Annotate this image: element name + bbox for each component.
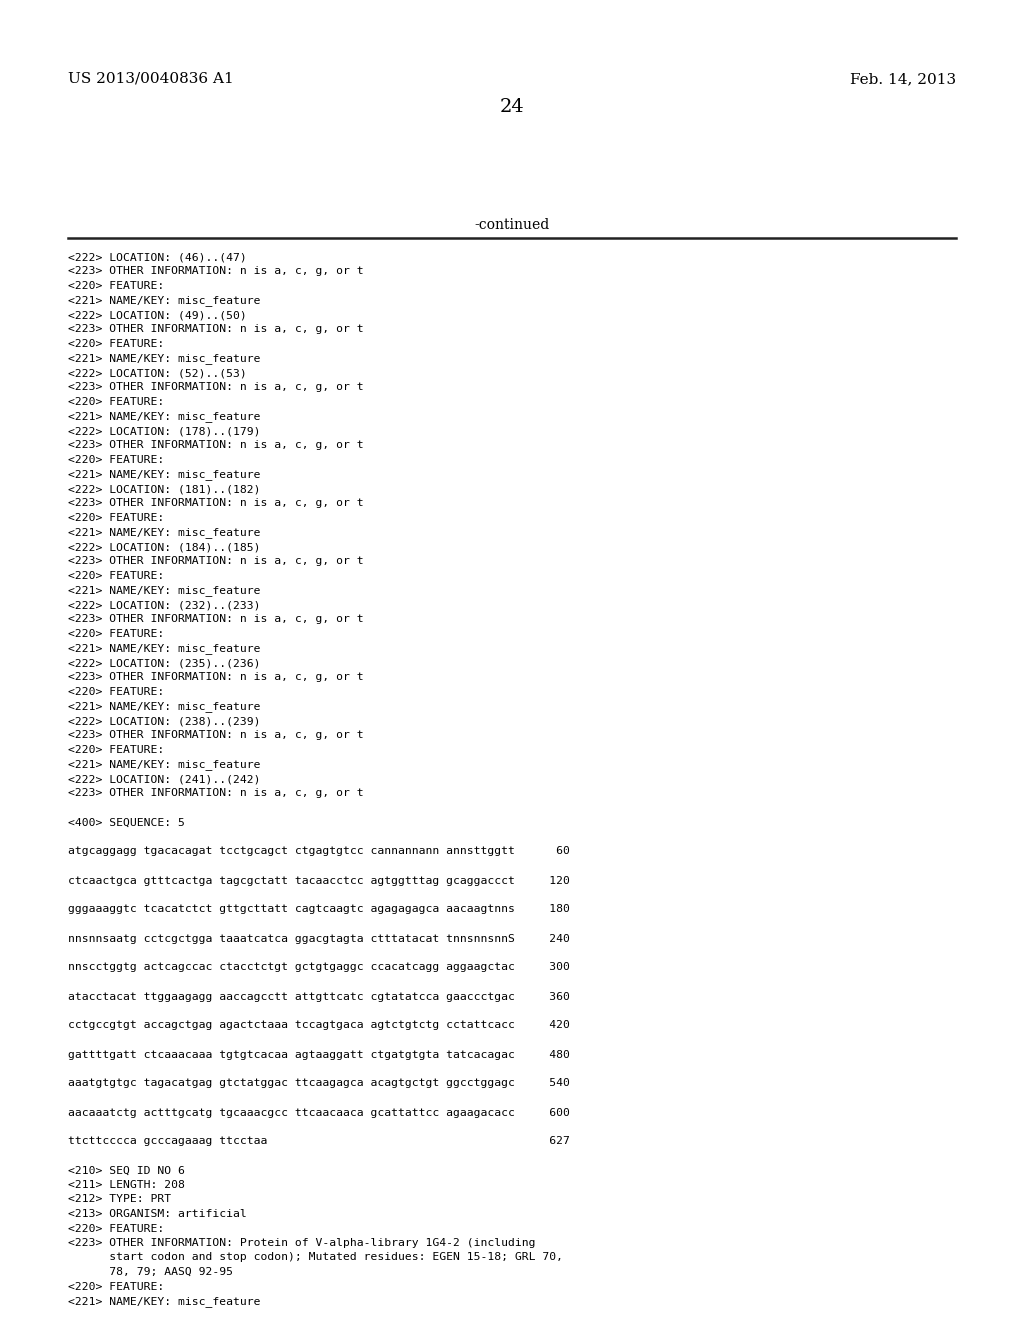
Text: -continued: -continued bbox=[474, 218, 550, 232]
Text: <221> NAME/KEY: misc_feature: <221> NAME/KEY: misc_feature bbox=[68, 759, 260, 771]
Text: <220> FEATURE:: <220> FEATURE: bbox=[68, 744, 164, 755]
Text: 24: 24 bbox=[500, 98, 524, 116]
Text: gggaaaggtc tcacatctct gttgcttatt cagtcaagtc agagagagca aacaagtnns     180: gggaaaggtc tcacatctct gttgcttatt cagtcaa… bbox=[68, 904, 570, 915]
Text: start codon and stop codon); Mutated residues: EGEN 15-18; GRL 70,: start codon and stop codon); Mutated res… bbox=[68, 1253, 563, 1262]
Text: <221> NAME/KEY: misc_feature: <221> NAME/KEY: misc_feature bbox=[68, 528, 260, 539]
Text: <220> FEATURE:: <220> FEATURE: bbox=[68, 1282, 164, 1291]
Text: atgcaggagg tgacacagat tcctgcagct ctgagtgtcc cannannann annsttggtt      60: atgcaggagg tgacacagat tcctgcagct ctgagtg… bbox=[68, 846, 570, 857]
Text: <220> FEATURE:: <220> FEATURE: bbox=[68, 397, 164, 407]
Text: <220> FEATURE:: <220> FEATURE: bbox=[68, 686, 164, 697]
Text: <220> FEATURE:: <220> FEATURE: bbox=[68, 339, 164, 348]
Text: <222> LOCATION: (238)..(239): <222> LOCATION: (238)..(239) bbox=[68, 715, 260, 726]
Text: <220> FEATURE:: <220> FEATURE: bbox=[68, 630, 164, 639]
Text: <223> OTHER INFORMATION: n is a, c, g, or t: <223> OTHER INFORMATION: n is a, c, g, o… bbox=[68, 615, 364, 624]
Text: <222> LOCATION: (178)..(179): <222> LOCATION: (178)..(179) bbox=[68, 426, 260, 436]
Text: nnsnnsaatg cctcgctgga taaatcatca ggacgtagta ctttatacat tnnsnnsnnS     240: nnsnnsaatg cctcgctgga taaatcatca ggacgta… bbox=[68, 933, 570, 944]
Text: <222> LOCATION: (181)..(182): <222> LOCATION: (181)..(182) bbox=[68, 484, 260, 494]
Text: <211> LENGTH: 208: <211> LENGTH: 208 bbox=[68, 1180, 185, 1191]
Text: aacaaatctg actttgcatg tgcaaacgcc ttcaacaaca gcattattcc agaagacacc     600: aacaaatctg actttgcatg tgcaaacgcc ttcaaca… bbox=[68, 1107, 570, 1118]
Text: 78, 79; AASQ 92-95: 78, 79; AASQ 92-95 bbox=[68, 1267, 233, 1276]
Text: ttcttcccca gcccagaaag ttcctaa                                         627: ttcttcccca gcccagaaag ttcctaa 627 bbox=[68, 1137, 570, 1147]
Text: <221> NAME/KEY: misc_feature: <221> NAME/KEY: misc_feature bbox=[68, 412, 260, 422]
Text: <400> SEQUENCE: 5: <400> SEQUENCE: 5 bbox=[68, 817, 185, 828]
Text: <223> OTHER INFORMATION: n is a, c, g, or t: <223> OTHER INFORMATION: n is a, c, g, o… bbox=[68, 383, 364, 392]
Text: <220> FEATURE:: <220> FEATURE: bbox=[68, 281, 164, 290]
Text: <223> OTHER INFORMATION: n is a, c, g, or t: <223> OTHER INFORMATION: n is a, c, g, o… bbox=[68, 730, 364, 741]
Text: <221> NAME/KEY: misc_feature: <221> NAME/KEY: misc_feature bbox=[68, 354, 260, 364]
Text: gattttgatt ctcaaacaaa tgtgtcacaa agtaaggatt ctgatgtgta tatcacagac     480: gattttgatt ctcaaacaaa tgtgtcacaa agtaagg… bbox=[68, 1049, 570, 1060]
Text: <222> LOCATION: (241)..(242): <222> LOCATION: (241)..(242) bbox=[68, 774, 260, 784]
Text: <221> NAME/KEY: misc_feature: <221> NAME/KEY: misc_feature bbox=[68, 586, 260, 597]
Text: <223> OTHER INFORMATION: n is a, c, g, or t: <223> OTHER INFORMATION: n is a, c, g, o… bbox=[68, 672, 364, 682]
Text: <210> SEQ ID NO 6: <210> SEQ ID NO 6 bbox=[68, 1166, 185, 1176]
Text: <221> NAME/KEY: misc_feature: <221> NAME/KEY: misc_feature bbox=[68, 1296, 260, 1307]
Text: <221> NAME/KEY: misc_feature: <221> NAME/KEY: misc_feature bbox=[68, 296, 260, 306]
Text: <213> ORGANISM: artificial: <213> ORGANISM: artificial bbox=[68, 1209, 247, 1218]
Text: <223> OTHER INFORMATION: n is a, c, g, or t: <223> OTHER INFORMATION: n is a, c, g, o… bbox=[68, 267, 364, 276]
Text: <223> OTHER INFORMATION: n is a, c, g, or t: <223> OTHER INFORMATION: n is a, c, g, o… bbox=[68, 499, 364, 508]
Text: <221> NAME/KEY: misc_feature: <221> NAME/KEY: misc_feature bbox=[68, 470, 260, 480]
Text: cctgccgtgt accagctgag agactctaaa tccagtgaca agtctgtctg cctattcacc     420: cctgccgtgt accagctgag agactctaaa tccagtg… bbox=[68, 1020, 570, 1031]
Text: <222> LOCATION: (46)..(47): <222> LOCATION: (46)..(47) bbox=[68, 252, 247, 261]
Text: <222> LOCATION: (232)..(233): <222> LOCATION: (232)..(233) bbox=[68, 601, 260, 610]
Text: <220> FEATURE:: <220> FEATURE: bbox=[68, 455, 164, 465]
Text: <220> FEATURE:: <220> FEATURE: bbox=[68, 1224, 164, 1233]
Text: <221> NAME/KEY: misc_feature: <221> NAME/KEY: misc_feature bbox=[68, 644, 260, 655]
Text: <223> OTHER INFORMATION: n is a, c, g, or t: <223> OTHER INFORMATION: n is a, c, g, o… bbox=[68, 788, 364, 799]
Text: <222> LOCATION: (52)..(53): <222> LOCATION: (52)..(53) bbox=[68, 368, 247, 378]
Text: <222> LOCATION: (235)..(236): <222> LOCATION: (235)..(236) bbox=[68, 657, 260, 668]
Text: <220> FEATURE:: <220> FEATURE: bbox=[68, 572, 164, 581]
Text: atacctacat ttggaagagg aaccagcctt attgttcatc cgtatatcca gaaccctgac     360: atacctacat ttggaagagg aaccagcctt attgttc… bbox=[68, 991, 570, 1002]
Text: <222> LOCATION: (184)..(185): <222> LOCATION: (184)..(185) bbox=[68, 543, 260, 552]
Text: ctcaactgca gtttcactga tagcgctatt tacaacctcc agtggtttag gcaggaccct     120: ctcaactgca gtttcactga tagcgctatt tacaacc… bbox=[68, 875, 570, 886]
Text: <223> OTHER INFORMATION: n is a, c, g, or t: <223> OTHER INFORMATION: n is a, c, g, o… bbox=[68, 441, 364, 450]
Text: <221> NAME/KEY: misc_feature: <221> NAME/KEY: misc_feature bbox=[68, 701, 260, 713]
Text: <223> OTHER INFORMATION: n is a, c, g, or t: <223> OTHER INFORMATION: n is a, c, g, o… bbox=[68, 557, 364, 566]
Text: US 2013/0040836 A1: US 2013/0040836 A1 bbox=[68, 73, 233, 86]
Text: <223> OTHER INFORMATION: Protein of V-alpha-library 1G4-2 (including: <223> OTHER INFORMATION: Protein of V-al… bbox=[68, 1238, 536, 1247]
Text: nnscctggtg actcagccac ctacctctgt gctgtgaggc ccacatcagg aggaagctac     300: nnscctggtg actcagccac ctacctctgt gctgtga… bbox=[68, 962, 570, 973]
Text: <222> LOCATION: (49)..(50): <222> LOCATION: (49)..(50) bbox=[68, 310, 247, 319]
Text: <212> TYPE: PRT: <212> TYPE: PRT bbox=[68, 1195, 171, 1204]
Text: <220> FEATURE:: <220> FEATURE: bbox=[68, 513, 164, 523]
Text: aaatgtgtgc tagacatgag gtctatggac ttcaagagca acagtgctgt ggcctggagc     540: aaatgtgtgc tagacatgag gtctatggac ttcaaga… bbox=[68, 1078, 570, 1089]
Text: Feb. 14, 2013: Feb. 14, 2013 bbox=[850, 73, 956, 86]
Text: <223> OTHER INFORMATION: n is a, c, g, or t: <223> OTHER INFORMATION: n is a, c, g, o… bbox=[68, 325, 364, 334]
